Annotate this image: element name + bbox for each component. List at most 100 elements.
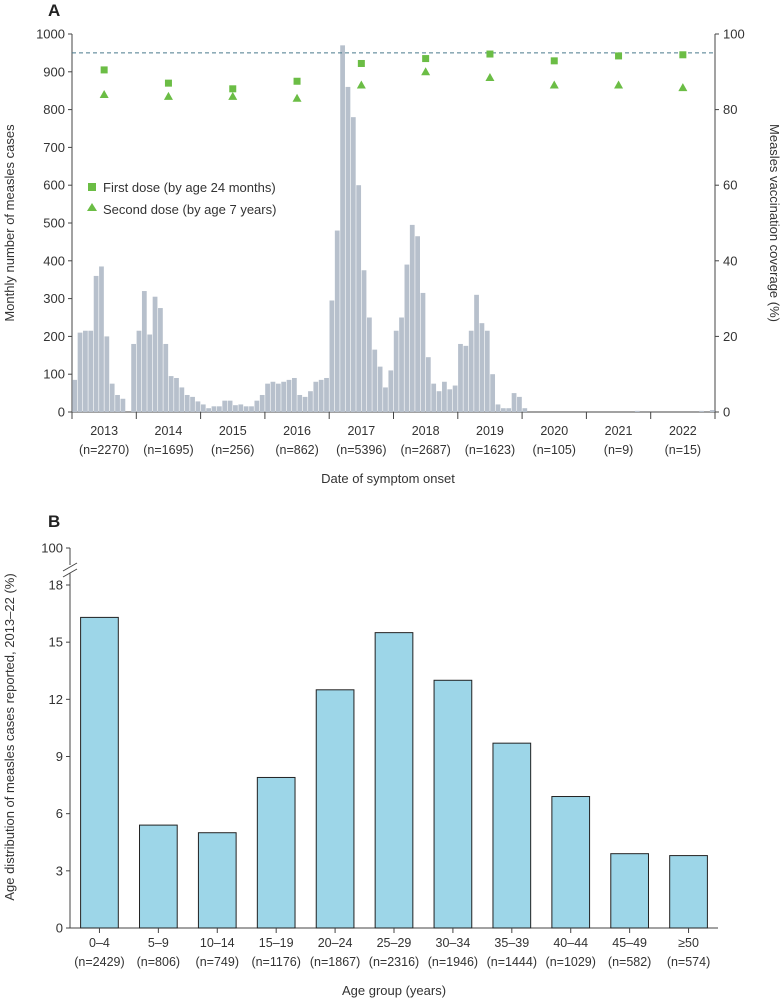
panel-a-bar	[490, 374, 496, 412]
panel-a-first-dose-marker	[293, 77, 301, 85]
panel-a-bar	[634, 410, 640, 412]
panel-b-category-label: 15–19	[259, 936, 294, 950]
panel-a-bar	[420, 292, 426, 412]
panel-b-category-label: 40–44	[553, 936, 588, 950]
panel-a-bar	[259, 394, 265, 412]
panel-a-second-dose-marker	[356, 80, 366, 89]
panel-a-bar	[479, 323, 485, 412]
panel-b-bar	[551, 796, 591, 929]
panel-a-first-dose-marker	[615, 52, 623, 60]
panel-a-first-dose-marker	[550, 57, 558, 65]
panel-a-bar	[372, 349, 378, 412]
panel-a-bar	[350, 117, 356, 412]
panel-b-category-count: (n=1867)	[310, 955, 360, 969]
panel-b-category-count: (n=2429)	[74, 955, 124, 969]
panel-a-bar	[115, 394, 120, 412]
panel-a-bar	[415, 236, 420, 412]
panel-b-ytick-label: 9	[56, 749, 63, 764]
panel-a-bar	[425, 357, 431, 412]
panel-a-ytick-label: 300	[43, 291, 65, 306]
panel-a-year-label: 2018	[412, 424, 440, 438]
panel-a-bar	[506, 408, 512, 412]
panel-a-bar	[227, 400, 233, 412]
panel-a-ytick-label: 400	[43, 253, 65, 268]
panel-a-ytick-label: 1000	[36, 27, 65, 42]
panel-a-bar	[206, 408, 212, 412]
panel-a-bar	[458, 343, 463, 412]
panel-a-bar	[511, 393, 517, 412]
panel-b-category-label: 30–34	[436, 936, 471, 950]
panel-a-second-dose-marker	[228, 91, 238, 100]
panel-a-label: A	[48, 1, 60, 20]
panel-a-bar	[238, 404, 244, 412]
panel-a-bar	[388, 370, 394, 412]
panel-b-category-label: 25–29	[377, 936, 412, 950]
panel-a-bar	[93, 275, 99, 412]
panel-b-category-count: (n=1176)	[251, 955, 300, 969]
panel-a-bar	[500, 408, 506, 412]
panel-a-bar	[200, 404, 206, 412]
panel-b-category-count: (n=1946)	[428, 955, 478, 969]
panel-a-year-label: 2020	[540, 424, 568, 438]
panel-a-bar	[152, 296, 158, 412]
panel-a-bar	[72, 379, 78, 412]
panel-a-year-label: 2017	[347, 424, 375, 438]
panel-a-ytick-label: 600	[43, 178, 65, 193]
panel-a-bar	[399, 317, 404, 412]
panel-b-bar	[256, 776, 296, 929]
panel-a-bar	[249, 406, 254, 412]
panel-a-bar	[367, 317, 372, 412]
panel-a-bar	[190, 396, 195, 412]
legend-second-dose: Second dose (by age 7 years)	[103, 202, 276, 217]
panel-b-ytick-label: 3	[56, 863, 63, 878]
panel-a-y2tick-label: 40	[723, 253, 737, 268]
panel-a-bar	[334, 230, 340, 412]
panel-a-bar	[243, 406, 249, 412]
panel-a-bar	[404, 264, 410, 412]
panel-a-year-label: 2015	[219, 424, 247, 438]
panel-a-bar	[356, 185, 362, 412]
panel-a-year-count: (n=5396)	[336, 443, 386, 457]
panel-a-bar	[442, 381, 447, 412]
panel-a-y2tick-label: 100	[723, 27, 745, 42]
panel-a-year-count: (n=862)	[275, 443, 318, 457]
panel-a-second-dose-marker	[163, 91, 173, 100]
panel-a-ytick-label: 0	[58, 405, 65, 420]
panel-b-label: B	[48, 512, 60, 531]
panel-b-category-count: (n=1029)	[546, 955, 596, 969]
panel-b-bar	[139, 824, 178, 929]
panel-a-ytick-label: 100	[43, 367, 65, 382]
panel-a-year-label: 2022	[669, 424, 697, 438]
panel-b-ytick-label: 12	[49, 692, 63, 707]
panel-a-bar	[275, 383, 281, 412]
panel-b-category-count: (n=806)	[137, 955, 180, 969]
panel-b-category-count: (n=574)	[667, 955, 710, 969]
panel-a-year-label: 2019	[476, 424, 504, 438]
panel-a-y2tick-label: 20	[723, 329, 737, 344]
panel-a-bar	[131, 343, 136, 412]
panel-a-bar	[313, 381, 319, 412]
panel-a-bar	[447, 389, 453, 412]
panel-a-bar	[517, 396, 522, 412]
panel-a-bar	[324, 377, 329, 412]
panel-a-ytick-label: 800	[43, 102, 65, 117]
panel-a-bar	[361, 270, 367, 412]
panel-a-bar	[147, 334, 153, 412]
panel-b-axis-break-mark	[62, 568, 78, 578]
panel-a-year-count: (n=9)	[604, 443, 634, 457]
panel-a-bar	[233, 405, 238, 412]
panel-a-first-dose-marker	[422, 55, 430, 63]
panel-a-first-dose-marker	[357, 59, 365, 67]
panel-a-y2tick-label: 0	[723, 405, 730, 420]
legend-triangle-marker	[87, 203, 97, 211]
panel-a-ytick-label: 200	[43, 329, 65, 344]
panel-b-category-count: (n=2316)	[369, 955, 419, 969]
panel-a-second-dose-marker	[421, 67, 431, 76]
panel-a-bar	[211, 406, 217, 412]
panel-b-category-label: 20–24	[318, 936, 353, 950]
panel-a-bar	[302, 396, 308, 412]
panel-b-bar	[433, 679, 473, 929]
panel-a-bar	[468, 330, 474, 412]
panel-a-bar	[318, 379, 324, 412]
